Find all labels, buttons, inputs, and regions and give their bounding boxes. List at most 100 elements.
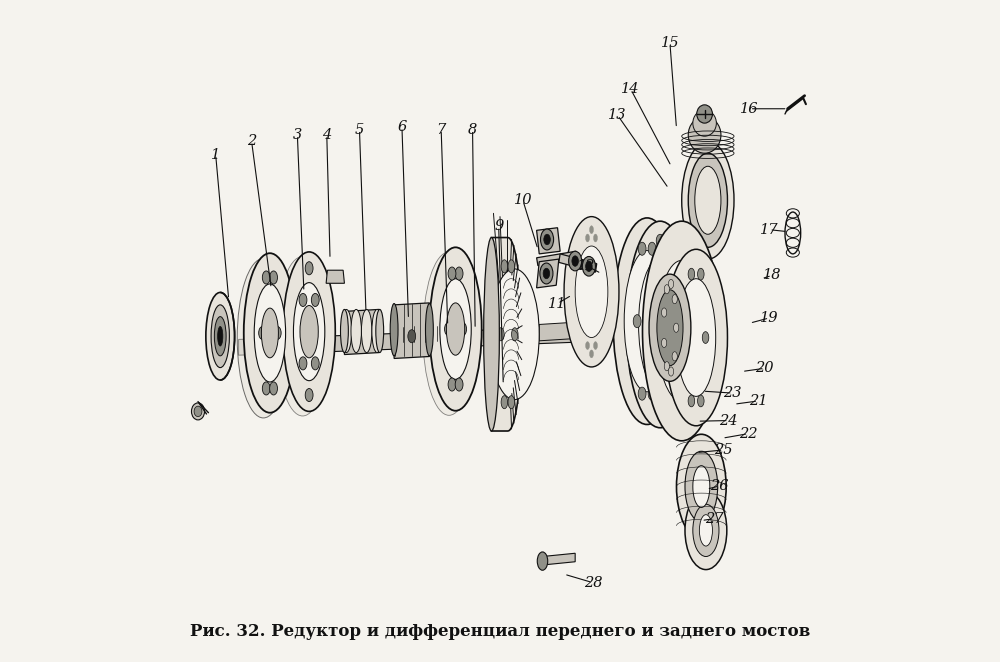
Ellipse shape [582, 256, 595, 276]
Ellipse shape [683, 305, 720, 394]
Ellipse shape [194, 406, 202, 416]
Ellipse shape [448, 267, 456, 280]
Ellipse shape [586, 234, 590, 242]
Ellipse shape [704, 346, 708, 354]
Ellipse shape [669, 330, 673, 336]
Ellipse shape [702, 332, 709, 344]
Ellipse shape [283, 252, 335, 411]
Ellipse shape [677, 331, 681, 338]
Ellipse shape [564, 216, 619, 367]
Ellipse shape [624, 251, 670, 392]
Ellipse shape [508, 396, 515, 408]
Ellipse shape [305, 389, 313, 402]
Ellipse shape [448, 378, 456, 391]
Ellipse shape [688, 327, 692, 334]
Ellipse shape [674, 326, 678, 332]
Polygon shape [344, 309, 379, 355]
Ellipse shape [423, 252, 475, 415]
Text: 28: 28 [584, 576, 602, 590]
Ellipse shape [299, 357, 307, 370]
Ellipse shape [390, 304, 398, 356]
Ellipse shape [689, 330, 693, 337]
Text: 7: 7 [437, 122, 446, 136]
Ellipse shape [671, 324, 675, 330]
Text: 8: 8 [468, 122, 477, 136]
Ellipse shape [699, 381, 703, 389]
Ellipse shape [673, 327, 677, 334]
Ellipse shape [670, 326, 674, 333]
Ellipse shape [686, 324, 690, 330]
Ellipse shape [642, 221, 721, 441]
Ellipse shape [665, 359, 673, 373]
Ellipse shape [540, 263, 553, 284]
Ellipse shape [512, 328, 518, 341]
Ellipse shape [674, 323, 679, 332]
Ellipse shape [237, 258, 290, 418]
Ellipse shape [490, 269, 539, 400]
Ellipse shape [675, 328, 678, 335]
Text: 6: 6 [397, 120, 407, 134]
Ellipse shape [686, 325, 690, 332]
Text: 17: 17 [760, 222, 779, 237]
Ellipse shape [676, 332, 680, 339]
Ellipse shape [626, 221, 694, 428]
Ellipse shape [575, 246, 608, 338]
Ellipse shape [703, 320, 707, 328]
Polygon shape [539, 321, 592, 341]
Ellipse shape [270, 382, 277, 395]
Ellipse shape [685, 491, 727, 569]
Ellipse shape [544, 234, 550, 245]
Polygon shape [492, 238, 521, 431]
Ellipse shape [688, 153, 727, 248]
Ellipse shape [191, 403, 205, 420]
Ellipse shape [662, 338, 667, 348]
Ellipse shape [214, 316, 226, 356]
Polygon shape [559, 254, 597, 272]
Ellipse shape [648, 242, 656, 256]
Ellipse shape [590, 350, 593, 357]
Ellipse shape [672, 352, 677, 361]
Text: 18: 18 [763, 268, 781, 283]
Text: 19: 19 [760, 311, 779, 325]
Ellipse shape [685, 328, 689, 334]
Ellipse shape [664, 361, 669, 371]
Text: 24: 24 [720, 414, 738, 428]
Ellipse shape [698, 268, 704, 280]
Ellipse shape [440, 279, 471, 379]
Ellipse shape [673, 327, 677, 333]
Text: 16: 16 [740, 102, 759, 116]
Ellipse shape [681, 333, 685, 339]
Ellipse shape [665, 276, 673, 289]
Ellipse shape [688, 117, 721, 153]
Ellipse shape [699, 310, 703, 318]
Ellipse shape [596, 257, 600, 265]
Ellipse shape [572, 256, 578, 266]
Ellipse shape [429, 248, 482, 410]
Ellipse shape [669, 330, 673, 336]
Text: 2: 2 [247, 134, 256, 148]
Ellipse shape [596, 319, 600, 327]
Text: 12: 12 [577, 259, 596, 273]
Ellipse shape [311, 293, 319, 307]
Ellipse shape [508, 260, 515, 273]
Ellipse shape [261, 308, 278, 357]
Ellipse shape [299, 293, 307, 307]
Ellipse shape [656, 402, 664, 414]
Ellipse shape [484, 238, 499, 431]
Ellipse shape [690, 324, 694, 330]
Ellipse shape [677, 323, 681, 330]
Ellipse shape [270, 271, 277, 284]
Ellipse shape [687, 326, 691, 333]
Ellipse shape [583, 257, 587, 265]
Polygon shape [239, 326, 578, 355]
Text: 1: 1 [211, 148, 220, 162]
Polygon shape [326, 270, 344, 283]
Ellipse shape [537, 552, 548, 570]
Ellipse shape [341, 309, 348, 353]
Ellipse shape [678, 322, 682, 328]
Ellipse shape [657, 290, 683, 365]
Text: 20: 20 [755, 361, 774, 375]
Ellipse shape [676, 326, 680, 332]
Ellipse shape [687, 332, 691, 338]
Ellipse shape [681, 332, 685, 338]
